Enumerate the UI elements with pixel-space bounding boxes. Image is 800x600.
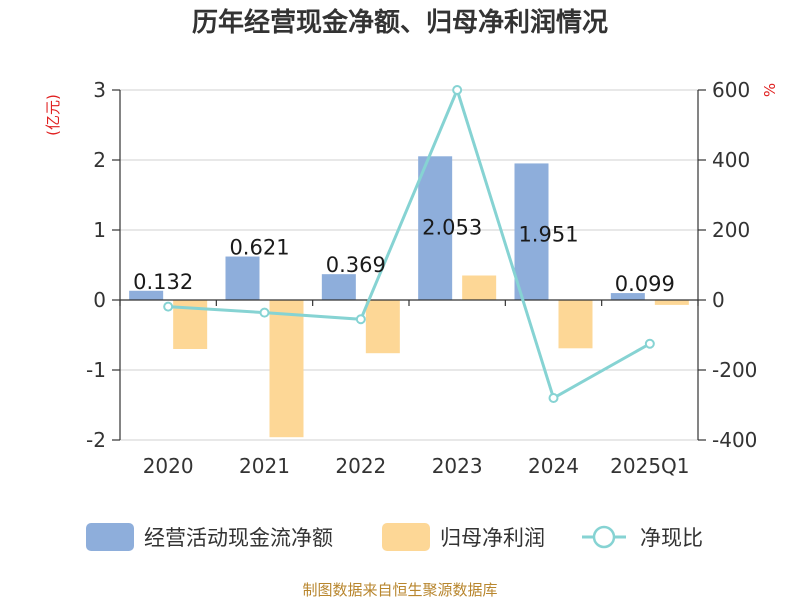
x-tick-label: 2022	[335, 454, 386, 478]
cashflow-bar	[225, 256, 260, 300]
left-tick-label: 3	[93, 78, 106, 102]
grid	[120, 89, 698, 441]
ratio-point	[548, 393, 559, 403]
x-tick-label: 2024	[528, 454, 579, 478]
legend-swatch-marker	[592, 525, 616, 549]
left-tick-label: -2	[86, 428, 106, 452]
ratio-point	[452, 85, 463, 95]
legend: 经营活动现金流净额 归母净利润 净现比	[86, 523, 703, 551]
cashflow-data-label: 0.621	[229, 236, 289, 260]
right-tick-label: 0	[712, 288, 725, 312]
axes: -2 -1 0 1 2 3 -400 -200 0 200 400 600 2020 2021 2022 20…	[86, 78, 757, 478]
cashflow-data-label: 2.053	[422, 215, 482, 239]
chart-title: 历年经营现金净额、归母净利润情况	[192, 7, 608, 38]
cashflow-data-label: 1.951	[518, 222, 578, 246]
ratio-point	[355, 314, 366, 325]
cashflow-data-label: 0.099	[615, 272, 675, 296]
left-tick-label: -1	[86, 358, 106, 382]
left-tick-label: 2	[93, 148, 106, 172]
ratio-point	[644, 338, 655, 349]
source-note: 制图数据来自恒生聚源数据库	[302, 581, 497, 599]
net-profit-bar	[462, 275, 497, 300]
legend-label: 经营活动现金流净额	[144, 526, 333, 550]
ratio-line	[163, 85, 655, 403]
bars	[129, 156, 689, 438]
legend-label: 归母净利润	[440, 526, 545, 550]
right-tick-label: 200	[712, 218, 750, 242]
left-tick-label: 0	[93, 288, 106, 312]
cashflow-bar	[418, 156, 453, 300]
cashflow-bar	[129, 290, 164, 300]
legend-label: 净现比	[640, 526, 703, 550]
ratio-point	[163, 301, 174, 312]
right-tick-label: 600	[712, 78, 750, 102]
data-labels: 0.132 0.621 0.369 2.053 1.951 0.099	[133, 215, 675, 296]
net-profit-bar	[558, 300, 593, 349]
cashflow-data-label: 0.132	[133, 270, 193, 294]
x-tick-label: 2025Q1	[610, 454, 689, 478]
net-profit-bar	[269, 300, 304, 438]
legend-swatch	[382, 523, 430, 551]
x-tick-label: 2023	[432, 454, 483, 478]
x-tick-label: 2020	[143, 454, 194, 478]
cashflow-bar	[514, 163, 549, 300]
right-axis-unit: %	[761, 83, 779, 97]
cashflow-bar	[610, 293, 645, 300]
cashflow-data-label: 0.369	[326, 253, 386, 277]
left-tick-label: 1	[93, 218, 106, 242]
net-profit-bar	[365, 300, 400, 354]
ratio-line-path	[168, 85, 651, 401]
legend-swatch	[86, 523, 134, 551]
left-axis-unit: (亿元)	[44, 94, 62, 136]
right-tick-label: -200	[712, 358, 757, 382]
right-tick-label: 400	[712, 148, 750, 172]
x-tick-label: 2021	[239, 454, 290, 478]
cashflow-bar	[321, 274, 356, 300]
right-tick-label: -400	[712, 428, 757, 452]
net-profit-bar	[654, 300, 689, 305]
ratio-point	[259, 307, 270, 318]
